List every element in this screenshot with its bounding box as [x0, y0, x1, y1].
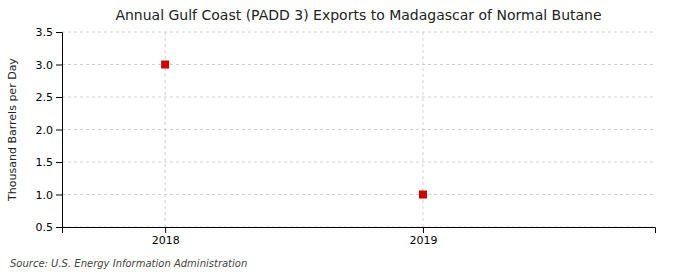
grid-line — [62, 194, 655, 195]
tick-label: 2.5 — [36, 91, 54, 104]
tick-label: 1.5 — [36, 156, 54, 169]
tick-mark — [56, 65, 62, 66]
tick-mark — [56, 227, 62, 228]
tick: 2.5 — [36, 91, 63, 104]
grid-line — [62, 32, 655, 33]
tick: 1.0 — [36, 189, 63, 202]
tick: 1.5 — [36, 156, 63, 169]
title: Annual Gulf Coast (PADD 3) Exports to Ma… — [115, 7, 601, 23]
tick: 2019 — [409, 227, 437, 247]
tick-mark — [165, 227, 166, 233]
grid-line — [62, 64, 655, 65]
tick-label: 2019 — [409, 234, 437, 247]
tick: 2018 — [152, 227, 180, 247]
grid-line — [62, 97, 655, 98]
tick: 3.5 — [36, 26, 63, 39]
point — [161, 61, 169, 69]
tick-mark — [56, 195, 62, 196]
points — [161, 61, 427, 199]
x-axis: 2018 2019 — [63, 227, 656, 247]
tick-mark — [56, 32, 62, 33]
tick-label: 1.0 — [36, 189, 54, 202]
y-axis: 0.5 1.0 1.5 2.0 2.5 3.0 3.5 — [36, 26, 63, 234]
plot: 2018 2019 0.5 1.0 1.5 2.0 2.5 3.0 3.5 — [36, 26, 656, 247]
chart: 2018 2019 0.5 1.0 1.5 2.0 2.5 3.0 3.5 Annual Gulf… — [0, 0, 675, 275]
tick-label: 2018 — [152, 234, 180, 247]
tick-mark — [56, 130, 62, 131]
tick: 0.5 — [36, 221, 63, 234]
tick-label: 3.5 — [36, 26, 54, 39]
tick-label: 2.0 — [36, 124, 54, 137]
tick-label: 3.0 — [36, 59, 54, 72]
grid-line — [62, 129, 655, 130]
tick: 2.0 — [36, 124, 63, 137]
grid — [62, 32, 655, 227]
point — [419, 191, 427, 199]
y-axis-title: Thousand Barrels per Day — [6, 58, 19, 202]
tick-mark — [56, 162, 62, 163]
tick-mark — [56, 97, 62, 98]
axis-line — [63, 228, 656, 234]
tick-mark — [423, 227, 424, 233]
axis-line — [56, 33, 63, 228]
tick: 3.0 — [36, 59, 63, 72]
source: Source: U.S. Energy Information Administ… — [10, 258, 247, 269]
tick-label: 0.5 — [36, 221, 54, 234]
grid-line — [62, 162, 655, 163]
